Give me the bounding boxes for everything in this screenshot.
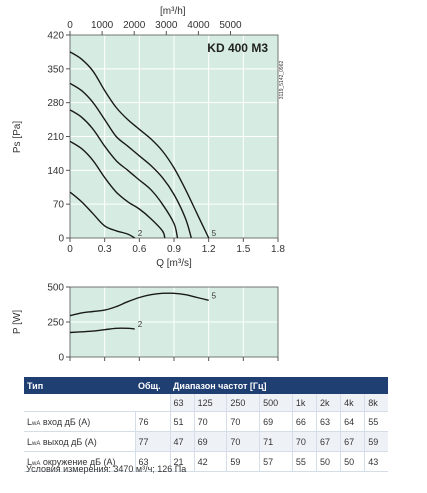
y-tick-label: 350 [47,64,64,75]
table-cell: 50 [315,451,341,472]
table-cell: 59 [226,451,260,472]
table-header-row: Тип Общ. Диапазон частот [Гц] [24,377,388,394]
plot-frame [69,286,279,358]
table-cell: 70 [193,411,227,432]
row-label: LwA вход дБ (А) [24,411,135,432]
x-tick-label: 0 [67,244,73,255]
table-row: LwA вход дБ (А) 76 51 70 70 69 66 63 64 … [24,411,388,432]
y-tick-label: 0 [58,353,64,364]
y-tick-label: 140 [47,166,64,177]
sound-data-table: Тип Общ. Диапазон частот [Гц] 63 125 250… [24,377,388,472]
model-title: KD 400 M3 [207,41,268,55]
curve-label: 2 [138,320,143,329]
band-label: 2k [315,394,341,412]
table-cell: 57 [259,451,293,472]
table-cell: 70 [226,431,260,452]
table-cell: 69 [193,431,227,452]
curve-label: 5 [212,229,217,238]
row-label: LwA выход дБ (А) [24,431,135,452]
band-label: 125 [193,394,227,412]
table-cell: 55 [364,411,388,432]
table-cell: 63 [315,411,341,432]
band-label: 4k [340,394,365,412]
band-label: 250 [226,394,260,412]
table-cell: 66 [291,411,317,432]
x-tick-label: 1.2 [202,244,216,255]
x-axis-label: Q [m³/s] [156,258,192,269]
table-cell: 69 [259,411,293,432]
y-axis-label: Ps [Pa] [12,121,23,153]
table-cell: 50 [340,451,365,472]
table-cell: 71 [259,431,293,452]
power-chart: 0 250 500 5 2 P [W] [12,283,279,364]
table-cell: 64 [340,411,365,432]
table-cell: 59 [364,431,388,452]
y-tick-label: 210 [47,132,64,143]
power-curve [69,292,209,317]
x2-axis-label: [m³/h] [160,6,186,17]
table-cell: 55 [291,451,317,472]
row-label: LwA окружение дБ (А) [24,451,135,472]
power-curve [69,327,135,334]
pressure-curve [69,82,192,239]
curve-label: 5 [212,291,217,300]
x2-tick-label: 5000 [219,20,242,31]
table-cell: 70 [291,431,317,452]
cell-total: 76 [134,411,170,432]
x-tick-label: 1.5 [236,244,250,255]
y-tick-label: 500 [47,283,64,294]
y-tick-label: 250 [47,318,64,329]
table-cell: 43 [364,451,388,472]
band-row: 63 125 250 500 1k 2k 4k 8k [24,394,388,412]
table-cell: 42 [193,451,227,472]
cell-total: 63 [134,451,170,472]
x-tick-label: 1.8 [271,244,285,255]
band-label: 8k [364,394,388,412]
x-tick-label: 0.6 [132,244,146,255]
pressure-curve [69,140,166,239]
table-cell: 51 [169,411,195,432]
col-header-total: Общ. [138,380,161,391]
table-row: LwA окружение дБ (А) 63 21 42 59 57 55 5… [24,451,388,472]
y-tick-label: 420 [47,31,64,42]
x2-tick-label: 0 [67,20,73,31]
table-cell: 67 [315,431,341,452]
curve-label: 2 [138,229,143,238]
pressure-curve [69,51,210,239]
col-header-bands: Диапазон частот [Гц] [173,380,267,391]
x-tick-label: 0.3 [98,244,112,255]
y-tick-label: 0 [58,234,64,245]
table-row: LwA выход дБ (А) 77 47 69 70 71 70 67 67… [24,431,388,452]
table-cell: 67 [340,431,365,452]
y-tick-label: 280 [47,98,64,109]
pressure-curve [69,109,179,239]
chart-code: 3119_5142_0962 [279,61,285,100]
x-tick-label: 0.9 [167,244,181,255]
table-cell: 21 [169,451,195,472]
table-cell: 47 [169,431,195,452]
y-tick-label: 70 [53,200,65,211]
band-label: 500 [259,394,293,412]
band-label: 63 [169,394,195,412]
x2-tick-label: 1000 [91,20,114,31]
y-axis-label: P [W] [12,310,23,334]
col-header-type: Тип [27,380,44,391]
table-cell: 70 [226,411,260,432]
pressure-curve [69,191,136,239]
measurement-conditions: Условия измерения: 3470 м³/ч; 126 Па [26,464,187,474]
cell-total: 77 [134,431,170,452]
x2-tick-label: 3000 [155,20,178,31]
band-label: 1k [291,394,317,412]
x2-tick-label: 2000 [123,20,146,31]
plot-frame [69,34,279,239]
x2-tick-label: 4000 [187,20,210,31]
